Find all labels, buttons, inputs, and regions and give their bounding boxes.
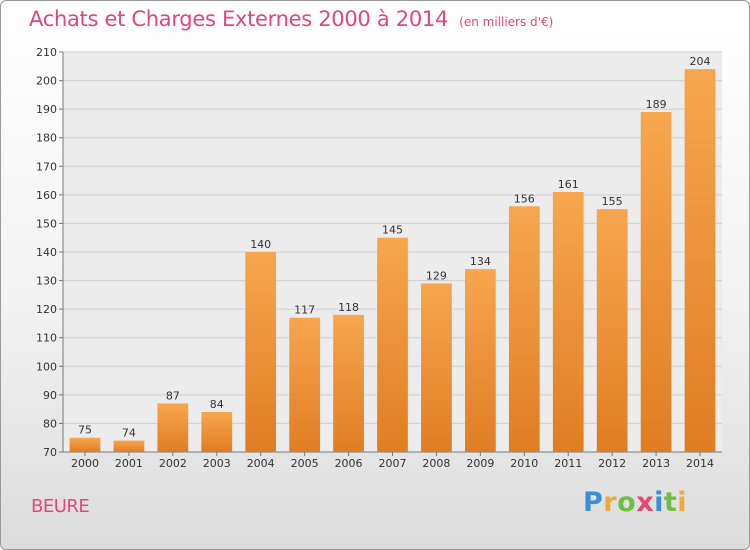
y-tick-label: 120 <box>36 303 57 316</box>
y-tick-label: 80 <box>43 417 57 430</box>
x-tick-label: 2006 <box>335 457 363 470</box>
bar <box>245 252 277 452</box>
bar <box>113 440 145 452</box>
data-label: 117 <box>294 304 315 317</box>
x-tick-label: 2011 <box>554 457 582 470</box>
bar <box>552 192 584 452</box>
bar <box>377 237 408 452</box>
y-tick-label: 100 <box>36 360 57 373</box>
chart-title: Achats et Charges Externes 2000 à 2014 (… <box>29 7 553 31</box>
x-tick-label: 2000 <box>71 457 99 470</box>
logo-letter: i <box>677 487 688 518</box>
title-main: Achats et Charges Externes 2000 à 2014 <box>29 7 449 31</box>
logo-letter: t <box>663 487 678 518</box>
y-tick-label: 150 <box>36 217 57 230</box>
logo-letter: o <box>617 487 637 518</box>
data-label: 75 <box>78 424 92 437</box>
logo-letter: P <box>583 487 604 518</box>
y-tick-label: 160 <box>36 189 57 202</box>
data-label: 161 <box>558 178 579 191</box>
y-tick-label: 190 <box>36 103 57 116</box>
data-label: 84 <box>210 398 224 411</box>
data-label: 204 <box>690 55 711 68</box>
data-label: 155 <box>602 195 623 208</box>
data-label: 134 <box>470 255 491 268</box>
y-tick-label: 130 <box>36 275 57 288</box>
x-tick-label: 2005 <box>291 457 319 470</box>
title-unit: (en milliers d'€) <box>459 15 554 29</box>
x-tick-label: 2004 <box>247 457 275 470</box>
y-tick-label: 170 <box>36 160 57 173</box>
x-tick-label: 2009 <box>466 457 494 470</box>
data-label: 145 <box>382 224 403 237</box>
commune-name: BEURE <box>31 496 90 517</box>
y-tick-label: 210 <box>36 46 57 59</box>
bar <box>596 209 628 452</box>
y-tick-label: 90 <box>43 389 57 402</box>
y-tick-label: 140 <box>36 246 57 259</box>
data-label: 140 <box>250 238 271 251</box>
x-tick-label: 2012 <box>598 457 626 470</box>
x-tick-label: 2010 <box>510 457 538 470</box>
x-tick-label: 2007 <box>379 457 407 470</box>
bar <box>421 283 452 452</box>
logo-letter: x <box>636 487 655 518</box>
y-tick-label: 70 <box>43 446 57 459</box>
x-tick-label: 2014 <box>686 457 714 470</box>
x-tick-label: 2008 <box>422 457 450 470</box>
data-label: 87 <box>166 389 180 402</box>
x-tick-label: 2002 <box>159 457 187 470</box>
bar <box>684 69 716 453</box>
bar <box>333 314 364 452</box>
data-label: 189 <box>646 98 667 111</box>
bar <box>69 437 101 452</box>
bar <box>640 112 672 452</box>
y-tick-label: 110 <box>36 332 57 345</box>
data-label: 129 <box>426 269 447 282</box>
x-tick-label: 2013 <box>642 457 670 470</box>
logo-letter: i <box>654 487 664 518</box>
bar <box>157 403 189 452</box>
bar <box>464 269 496 452</box>
bar <box>508 206 540 452</box>
data-label: 118 <box>338 301 359 314</box>
data-label: 74 <box>122 427 136 440</box>
bar <box>201 412 233 452</box>
y-tick-label: 180 <box>36 132 57 145</box>
data-label: 156 <box>514 192 535 205</box>
proxiti-logo: Proxiti <box>583 487 687 518</box>
x-tick-label: 2001 <box>115 457 143 470</box>
bar <box>289 317 321 452</box>
x-tick-label: 2003 <box>203 457 231 470</box>
y-tick-label: 200 <box>36 75 57 88</box>
logo-letter: r <box>603 487 618 518</box>
